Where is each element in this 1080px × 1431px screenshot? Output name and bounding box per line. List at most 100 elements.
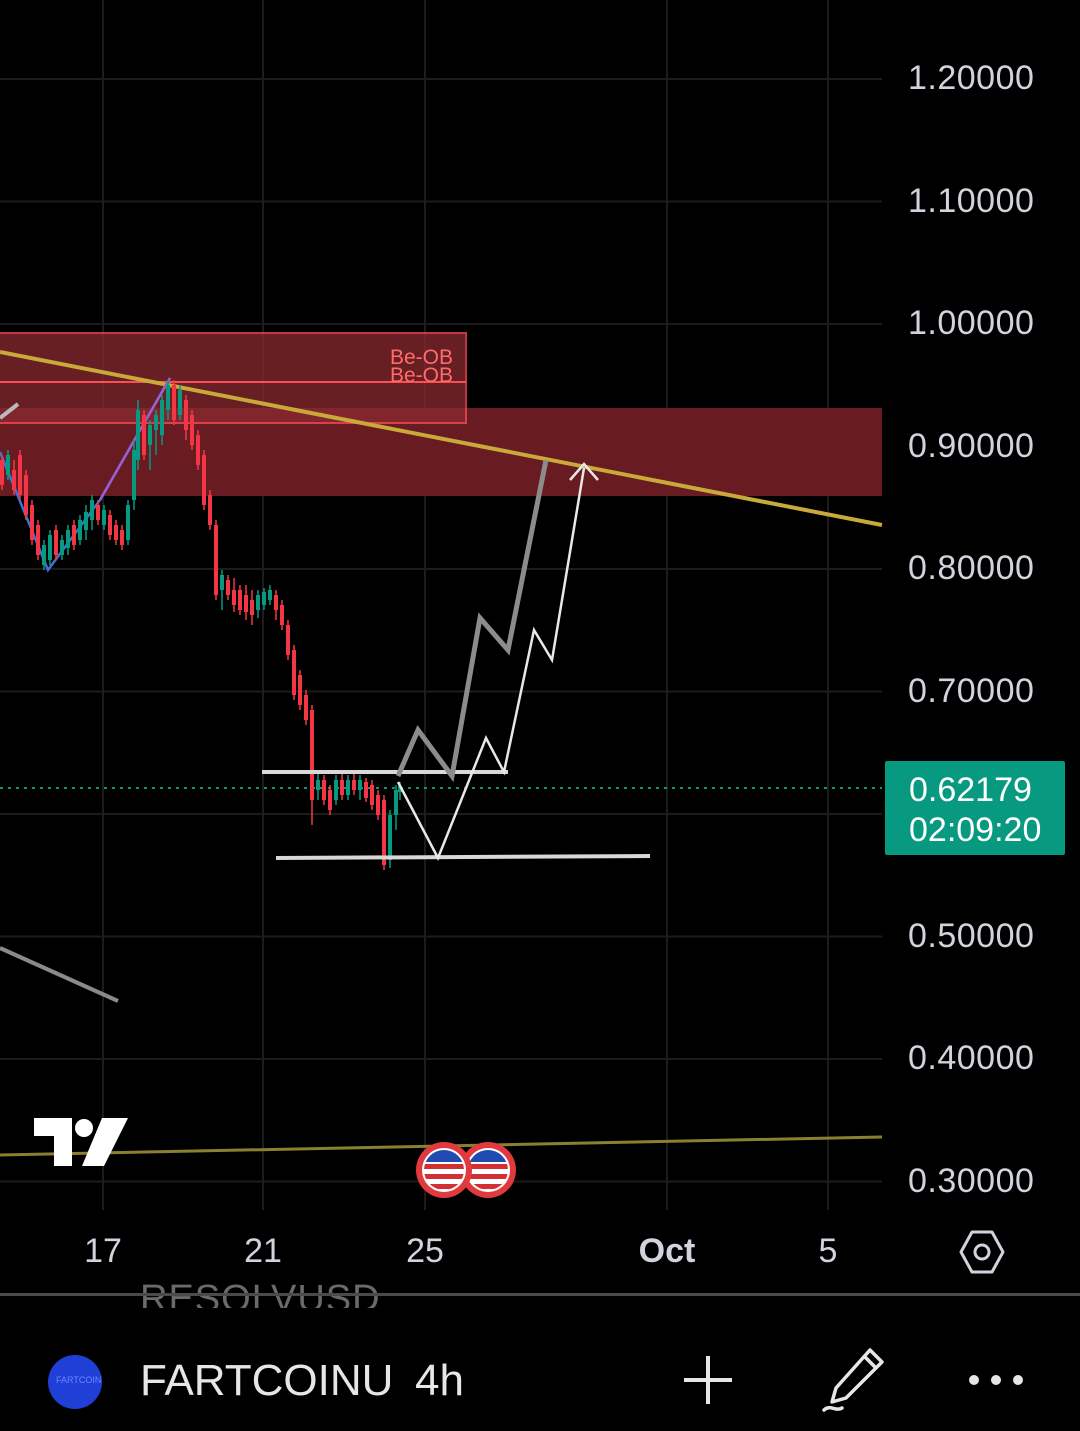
candle-body	[340, 780, 344, 795]
candle-body	[102, 510, 106, 525]
candle-body	[72, 525, 76, 545]
candle-body	[226, 580, 230, 595]
candle-body	[60, 540, 64, 555]
wave-pattern-purple	[98, 377, 172, 501]
candle-body	[0, 460, 4, 485]
candle-body	[358, 780, 362, 790]
us-flag-event-icon[interactable]	[414, 1140, 472, 1198]
price-axis-label: 1.20000	[908, 59, 1035, 97]
candle-body	[132, 450, 136, 500]
candle-body	[136, 410, 140, 460]
candle-body	[238, 590, 242, 610]
candle-body	[142, 415, 146, 455]
candle-body	[54, 530, 58, 555]
candle-body	[48, 535, 52, 560]
projection-path-white[interactable]	[396, 467, 586, 861]
pencil-icon[interactable]	[820, 1346, 888, 1419]
candle-body	[126, 505, 130, 540]
candle-body	[184, 400, 188, 430]
candle-body	[370, 785, 374, 805]
tradingview-logo	[32, 1116, 132, 1177]
candle-body	[316, 780, 320, 790]
candle-body	[190, 415, 194, 445]
candle-body	[154, 415, 158, 430]
date-label: Oct	[638, 1232, 696, 1270]
price-axis-label: 0.70000	[908, 671, 1035, 710]
candle-body	[12, 470, 16, 490]
candle-body	[148, 425, 152, 445]
candle-body	[334, 780, 338, 800]
candle-body	[202, 455, 206, 505]
candle-body	[322, 780, 326, 800]
candle-body	[292, 650, 296, 695]
current-price-badge: 0.62179 02:09:20	[885, 761, 1065, 855]
candle-body	[268, 590, 272, 600]
candle-body	[214, 525, 218, 595]
candle-countdown: 02:09:20	[909, 811, 1042, 849]
candle-body	[178, 390, 182, 415]
arrow-head	[569, 462, 599, 481]
candle-body	[90, 500, 94, 520]
grey-line-top-left[interactable]	[0, 402, 20, 420]
candle-body	[166, 385, 170, 410]
us-flag-event-icon[interactable]	[458, 1140, 516, 1198]
candle-body	[120, 530, 124, 545]
candle-body	[388, 815, 392, 860]
candle-body	[160, 400, 164, 435]
date-label: 21	[244, 1232, 282, 1270]
candle-body	[364, 782, 368, 798]
price-axis-label: 0.30000	[908, 1161, 1035, 1200]
price-axis-label: 0.50000	[908, 916, 1035, 955]
candle-body	[298, 675, 302, 705]
price-axis-label: 0.40000	[908, 1039, 1035, 1077]
bearish-order-block[interactable]	[0, 332, 467, 424]
candle-body	[256, 595, 260, 610]
projection-path-grey[interactable]	[395, 459, 549, 783]
candle-body	[280, 605, 284, 625]
plus-icon[interactable]	[680, 1352, 736, 1413]
candle-body	[274, 595, 278, 610]
candle-body	[196, 435, 200, 465]
candle-body	[18, 455, 22, 495]
candle-body	[250, 600, 254, 615]
interval-selector[interactable]: 4h	[415, 1356, 464, 1405]
candle-body	[220, 575, 224, 590]
avatar-text: FARTCOIN	[56, 1375, 102, 1385]
candle-body	[304, 695, 308, 720]
candle-body	[352, 780, 356, 790]
candle-body	[208, 495, 212, 525]
candle-body	[84, 512, 88, 530]
date-label: 17	[84, 1232, 122, 1270]
price-axis-label: 0.90000	[908, 426, 1035, 465]
candle-body	[328, 790, 332, 810]
price-axis-label: 1.10000	[908, 181, 1035, 220]
candle-body	[262, 592, 266, 605]
support-level[interactable]	[275, 854, 651, 860]
descending-trendline[interactable]	[0, 350, 883, 527]
candle-body	[382, 800, 386, 865]
current-price-value: 0.62179	[909, 771, 1032, 809]
candle-body	[232, 590, 236, 605]
candle-body	[96, 505, 100, 520]
candle-body	[78, 520, 82, 540]
candle-body	[42, 545, 46, 565]
zone-label: Be-OB	[390, 346, 454, 369]
candle-body	[6, 455, 10, 475]
symbol-name[interactable]: FARTCOINU	[140, 1356, 392, 1405]
candle-body	[310, 710, 314, 800]
grey-line-left[interactable]	[0, 946, 119, 1003]
zone-label: Be-OB	[390, 364, 454, 387]
price-axis-label: 1.00000	[908, 304, 1035, 342]
date-label: 25	[406, 1232, 444, 1270]
candle-body	[376, 795, 380, 815]
more-dots-icon[interactable]	[966, 1368, 1026, 1397]
candle-body	[286, 625, 290, 655]
date-label: 5	[818, 1232, 838, 1270]
chart-canvas[interactable]	[0, 0, 1080, 1293]
settings-hexagon-icon[interactable]	[958, 1228, 1006, 1276]
candle-body	[108, 515, 112, 535]
avatar[interactable]: FARTCOIN	[48, 1355, 102, 1409]
candle-body	[346, 780, 350, 795]
candle-body	[172, 385, 176, 420]
candle-body	[66, 530, 70, 548]
